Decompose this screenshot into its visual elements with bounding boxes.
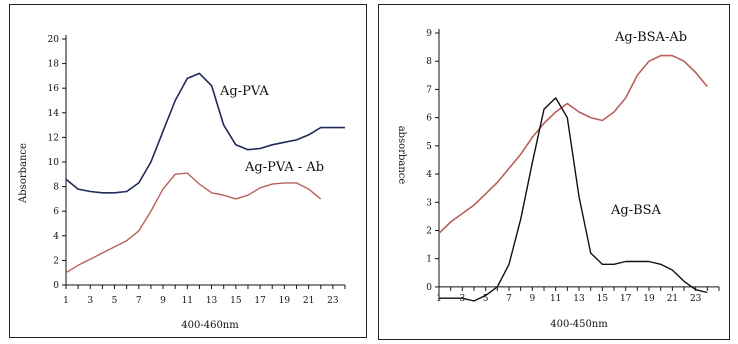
series-line-ag-bsa xyxy=(439,97,708,302)
x-tick-label: 19 xyxy=(643,294,655,304)
x-tick-label: 5 xyxy=(483,294,489,304)
y-tick-label: 3 xyxy=(426,198,432,208)
x-tick-label: 9 xyxy=(529,294,535,304)
x-tick-label: 7 xyxy=(506,294,512,304)
series-label-ag-bsa: Ag-BSA xyxy=(610,203,662,218)
y-tick-label: 20 xyxy=(48,35,60,45)
y-tick-label: 16 xyxy=(48,84,60,94)
x-axis-label: 400-460nm xyxy=(181,320,239,331)
series-line-ag-bsa-ab xyxy=(438,54,708,234)
x-tick-label: 21 xyxy=(667,294,678,304)
x-tick-label: 23 xyxy=(690,294,702,304)
y-tick-label: 8 xyxy=(426,57,432,67)
y-tick-label: 4 xyxy=(53,232,59,242)
y-tick-label: 9 xyxy=(426,29,432,39)
y-tick-label: 0 xyxy=(426,283,432,293)
x-tick-label: 15 xyxy=(597,294,609,304)
y-tick-label: 1 xyxy=(426,255,432,265)
x-tick-label: 1 xyxy=(63,296,69,306)
x-tick-label: 3 xyxy=(459,294,465,304)
x-tick-label: 9 xyxy=(160,296,166,306)
y-tick-label: 2 xyxy=(426,226,432,236)
series-label-ag-pva-ab: Ag-PVA - Ab xyxy=(244,160,324,175)
x-tick-label: 7 xyxy=(136,296,142,306)
y-tick-label: 14 xyxy=(48,109,60,119)
x-tick-label: 11 xyxy=(550,294,561,304)
y-tick-label: 2 xyxy=(53,256,59,266)
x-tick-label: 5 xyxy=(112,296,118,306)
x-tick-label: 1 xyxy=(436,294,442,304)
series-line-ag-pva-ab xyxy=(65,172,322,274)
absorbance-chart-pva: 0 2 4 6 8 10 12 14 16 18 20 1 3 5 7 9 11 13 15 17 19 21 23 Abs… xyxy=(9,4,367,338)
y-tick-label: 4 xyxy=(426,170,432,180)
x-axis-label: 400-450nm xyxy=(550,319,608,330)
series-line-ag-pva xyxy=(65,72,345,194)
y-axis-label: absorbance xyxy=(396,126,407,185)
y-axis-label: Absorbance xyxy=(18,143,29,204)
y-tick-label: 7 xyxy=(426,85,432,95)
x-tick-label: 3 xyxy=(87,296,93,306)
series-label-ag-pva: Ag-PVA xyxy=(219,84,269,99)
series-label-ag-bsa-ab: Ag-BSA-Ab xyxy=(614,30,687,45)
y-tick-label: 0 xyxy=(53,281,59,291)
x-tick-label: 15 xyxy=(230,296,242,306)
x-tick-label: 21 xyxy=(303,296,314,306)
y-tick-label: 8 xyxy=(53,183,59,193)
x-tick-label: 11 xyxy=(182,296,193,306)
x-tick-label: 17 xyxy=(620,294,632,304)
y-tick-label: 5 xyxy=(426,142,432,152)
absorbance-chart-bsa: 0 1 2 3 4 5 6 7 8 9 1 3 5 7 9 11 13 15 17 19 21 23 absorbance… xyxy=(378,4,730,340)
y-tick-label: 6 xyxy=(53,207,59,217)
x-tick-label: 23 xyxy=(327,296,339,306)
y-tick-label: 18 xyxy=(48,60,60,70)
y-tick-label: 12 xyxy=(48,133,59,143)
y-tick-label: 6 xyxy=(426,114,432,124)
x-tick-label: 13 xyxy=(206,296,218,306)
x-tick-label: 13 xyxy=(573,294,585,304)
x-tick-label: 19 xyxy=(279,296,291,306)
x-tick-label: 17 xyxy=(254,296,266,306)
y-tick-label: 10 xyxy=(48,158,60,168)
